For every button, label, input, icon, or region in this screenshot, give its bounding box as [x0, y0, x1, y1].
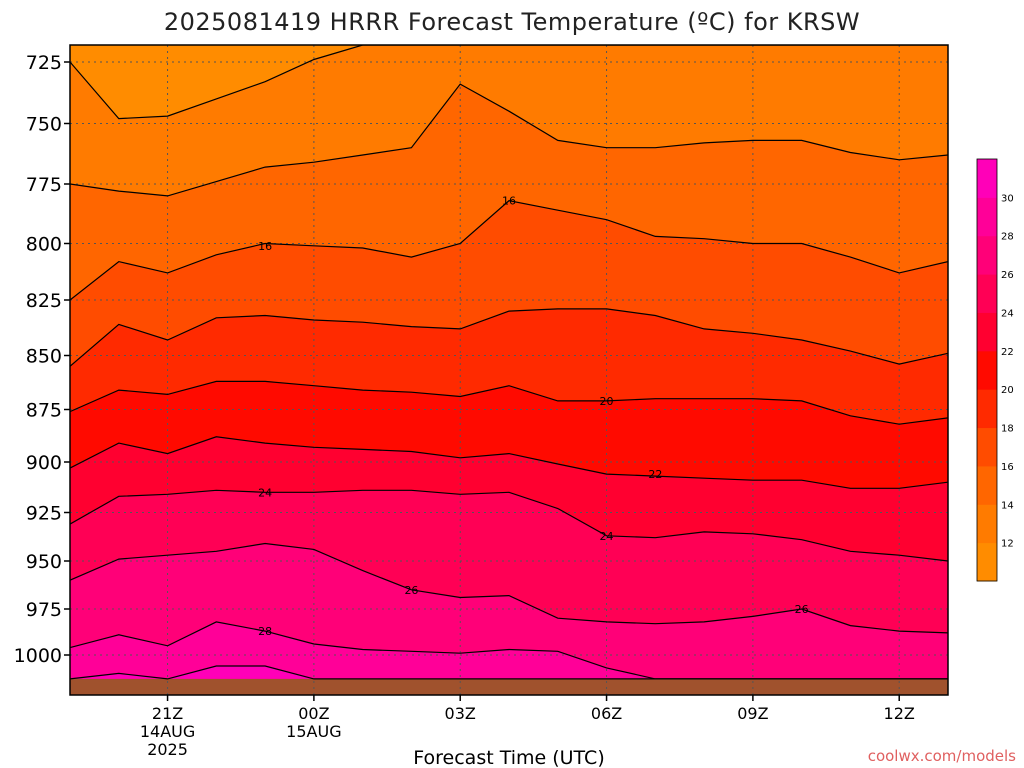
y-tick-label: 750	[26, 114, 62, 136]
y-tick-label: 775	[26, 174, 62, 196]
colorbar-swatch	[977, 312, 997, 352]
contour-label: 26	[404, 584, 418, 597]
y-tick-label: 800	[26, 234, 62, 256]
y-tick-label: 825	[26, 290, 62, 312]
y-tick-label: 875	[26, 400, 62, 422]
temperature-band	[70, 666, 948, 679]
temperature-band	[70, 621, 948, 679]
y-tick-label: 925	[26, 503, 62, 525]
x-axis-title: Forecast Time (UTC)	[413, 747, 604, 768]
plot-area	[70, 45, 948, 695]
colorbar-label: 26	[1001, 270, 1014, 281]
y-tick-label: 1000	[14, 645, 62, 667]
x-tick-label: 03Z	[445, 704, 476, 723]
credit-text: coolwx.com/models	[868, 747, 1016, 765]
colorbar-swatch	[977, 350, 997, 390]
x-tick-label: 21Z	[152, 704, 183, 723]
chart-title: 2025081419 HRRR Forecast Temperature (ºC…	[164, 8, 860, 36]
contour-line-26	[70, 542, 948, 634]
contour-line-16	[70, 200, 948, 301]
colorbar-swatch	[977, 389, 997, 429]
colorbar-swatch	[977, 504, 997, 544]
contour-lines	[70, 45, 948, 680]
x-tick-year: 2025	[147, 740, 188, 759]
contour-label: 24	[258, 486, 272, 499]
contour-label: 28	[258, 625, 272, 638]
contour-label: 24	[600, 530, 614, 543]
contour-line-12	[70, 45, 948, 120]
colorbar-swatch	[977, 427, 997, 467]
contour-label: 22	[648, 468, 662, 481]
colorbar-label: 18	[1001, 424, 1014, 435]
contour-line-20	[70, 380, 948, 425]
contour-line-22	[70, 436, 948, 489]
contour-line-18	[70, 308, 948, 367]
colorbar-swatch	[977, 542, 997, 582]
contour-label: 16	[258, 240, 272, 253]
x-tick-date: 14AUG	[140, 722, 195, 741]
contour-line-30	[70, 665, 948, 680]
colorbar-label: 30	[1001, 193, 1014, 204]
colorbar-swatch	[977, 465, 997, 505]
y-tick-label: 725	[26, 52, 62, 74]
y-tick-label: 950	[26, 551, 62, 573]
colorbar-label: 20	[1001, 385, 1014, 396]
colorbar-label: 12	[1001, 539, 1014, 550]
colorbar-swatch	[977, 274, 997, 313]
colorbar-swatch	[977, 235, 997, 275]
ground-band	[70, 678, 948, 695]
x-tick-label: 06Z	[591, 704, 622, 723]
colorbar-label: 28	[1001, 232, 1014, 243]
colorbar-swatch	[977, 159, 997, 198]
colorbar-swatch	[977, 197, 997, 237]
axes: 725 750 775 800 825 850 875 900 925 950 975 1000 21Z…	[14, 44, 949, 759]
y-tick-label: 850	[26, 346, 62, 368]
contour-line-14	[70, 83, 948, 197]
contour-line-24	[70, 489, 948, 562]
y-tick-label: 900	[26, 452, 62, 474]
x-tick-date: 15AUG	[286, 722, 341, 741]
contour-label: 16	[502, 195, 516, 208]
contour-labels: 16 16 20 22 24 24 26 26 28	[258, 195, 809, 638]
colorbar-label: 24	[1001, 308, 1014, 319]
x-tick-label: 12Z	[884, 704, 915, 723]
colorbar-label: 16	[1001, 462, 1014, 473]
colorbar-frame	[976, 158, 998, 582]
y-tick-label: 975	[26, 599, 62, 621]
x-tick-label: 00Z	[298, 704, 329, 723]
colorbar-label: 22	[1001, 347, 1014, 358]
plot-frame	[69, 44, 949, 696]
x-tick-label: 09Z	[737, 704, 768, 723]
contour-label: 26	[795, 603, 809, 616]
colorbar-label: 14	[1001, 500, 1014, 511]
grid-lines	[70, 45, 948, 695]
colorbar: 12 14 16 18 20 22 24 26 28 30	[976, 158, 1014, 582]
contour-label: 20	[600, 395, 614, 408]
